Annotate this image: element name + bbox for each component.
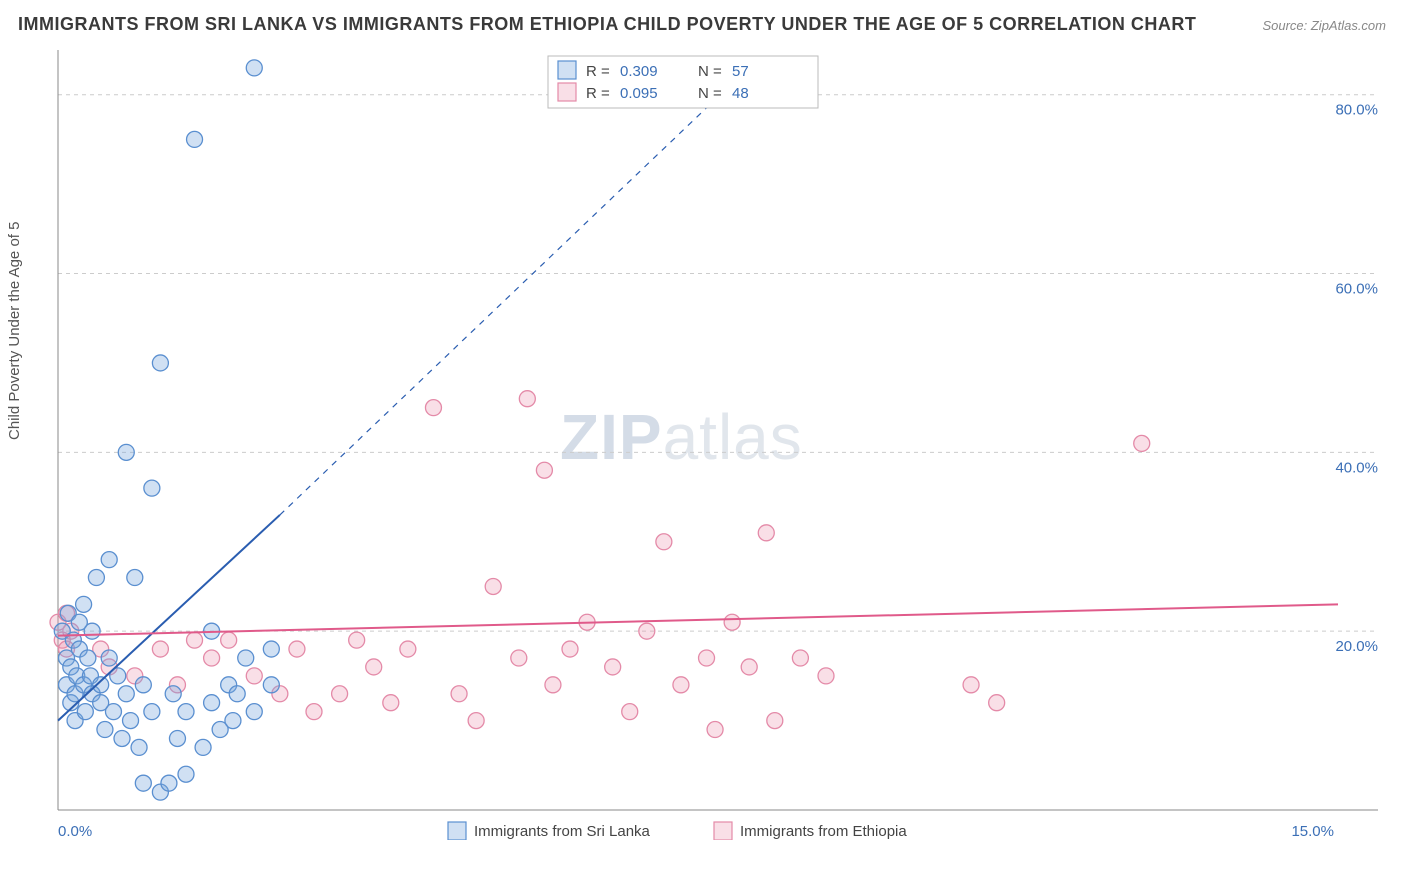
svg-text:80.0%: 80.0% bbox=[1335, 102, 1378, 119]
svg-text:48: 48 bbox=[732, 85, 749, 102]
svg-text:N =: N = bbox=[698, 85, 722, 102]
svg-text:0.309: 0.309 bbox=[620, 63, 658, 80]
svg-text:Immigrants from Ethiopia: Immigrants from Ethiopia bbox=[740, 823, 907, 840]
svg-text:R =: R = bbox=[586, 63, 610, 80]
source-name: ZipAtlas.com bbox=[1311, 18, 1386, 33]
chart-title: IMMIGRANTS FROM SRI LANKA VS IMMIGRANTS … bbox=[18, 14, 1196, 35]
gridlines bbox=[58, 95, 1378, 631]
svg-text:40.0%: 40.0% bbox=[1335, 459, 1378, 476]
svg-text:57: 57 bbox=[732, 63, 749, 80]
source-prefix: Source: bbox=[1262, 18, 1310, 33]
svg-text:0.095: 0.095 bbox=[620, 85, 658, 102]
svg-text:N =: N = bbox=[698, 63, 722, 80]
series-legend: Immigrants from Sri Lanka Immigrants from… bbox=[448, 822, 907, 840]
series-ethiopia-points bbox=[50, 391, 1150, 738]
x-tick-left: 0.0% bbox=[58, 823, 92, 840]
svg-text:Immigrants from Sri Lanka: Immigrants from Sri Lanka bbox=[474, 823, 651, 840]
svg-text:R =: R = bbox=[586, 85, 610, 102]
svg-text:20.0%: 20.0% bbox=[1335, 638, 1378, 655]
trend-lines bbox=[58, 59, 1338, 721]
x-tick-right: 15.0% bbox=[1291, 823, 1334, 840]
svg-text:60.0%: 60.0% bbox=[1335, 281, 1378, 298]
series-srilanka-points bbox=[54, 60, 279, 800]
stats-legend: R = 0.309 N = 57 R = 0.095 N = 48 bbox=[548, 56, 818, 108]
y-axis-label: Child Poverty Under the Age of 5 bbox=[6, 222, 23, 440]
scatter-plot: R = 0.309 N = 57 R = 0.095 N = 48 20.0% 40.0% 60.… bbox=[48, 50, 1388, 840]
y-tick-labels: 20.0% 40.0% 60.0% 80.0% bbox=[1335, 102, 1378, 655]
source-attribution: Source: ZipAtlas.com bbox=[1262, 18, 1386, 33]
